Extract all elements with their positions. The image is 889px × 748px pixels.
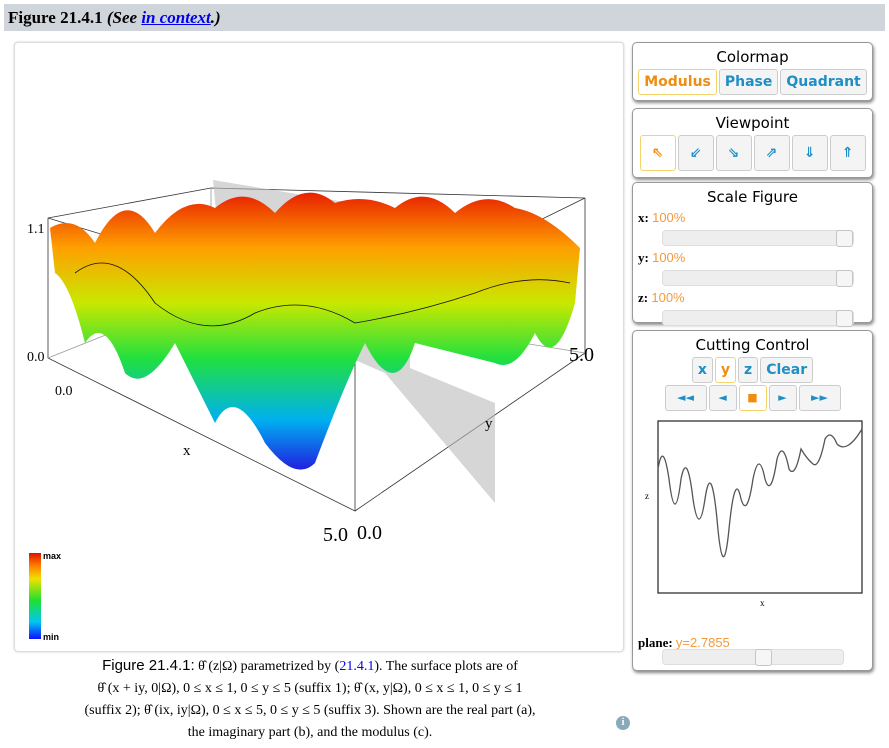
cut-last-button[interactable]: ►► bbox=[798, 385, 841, 411]
y-start-label: 0.0 bbox=[357, 522, 382, 544]
viewpoint-panel: Viewpoint ⇖ ⇙ ⇘ ⇗ ⇓ ⇑ bbox=[632, 108, 873, 178]
caption-text: ). The surface plots are of bbox=[374, 659, 518, 674]
colormap-quadrant-button[interactable]: Quadrant bbox=[780, 69, 867, 95]
view-se-button[interactable]: ⇘ bbox=[715, 135, 752, 171]
cut-plot-frame bbox=[657, 420, 863, 594]
view-sw-button[interactable]: ⇙ bbox=[677, 135, 714, 171]
caption-line-2: θ̂ (x + iy, 0|Ω), 0 ≤ x ≤ 1, 0 ≤ y ≤ 5 (… bbox=[97, 681, 523, 696]
colorbar bbox=[29, 553, 41, 639]
cut-xlabel: x bbox=[760, 598, 765, 608]
cut-stop-button[interactable]: ■ bbox=[738, 385, 767, 411]
viewpoint-title: Viewpoint bbox=[715, 114, 790, 132]
colormap-title: Colormap bbox=[716, 48, 789, 66]
scale-x-slider[interactable] bbox=[662, 230, 854, 247]
plane-slider[interactable] bbox=[662, 649, 844, 666]
colormap-phase-button[interactable]: Phase bbox=[718, 69, 779, 95]
in-context-link[interactable]: in context bbox=[141, 8, 211, 27]
see-text: (See bbox=[106, 8, 142, 27]
equation-link[interactable]: 21.4.1 bbox=[339, 659, 375, 674]
cut-first-button[interactable]: ◄◄ bbox=[664, 385, 707, 411]
colormap-modulus-button[interactable]: Modulus bbox=[638, 69, 717, 95]
cut-ylabel: z bbox=[645, 491, 649, 501]
slider-thumb[interactable] bbox=[836, 310, 853, 327]
cutting-title: Cutting Control bbox=[695, 336, 810, 354]
cut-x-button[interactable]: x bbox=[691, 357, 713, 383]
x-start-label: 0.0 bbox=[55, 384, 73, 399]
view-nw-button[interactable]: ⇖ bbox=[639, 135, 676, 171]
cut-plot: z x bbox=[645, 420, 863, 608]
colormap-panel: Colormap Modulus Phase Quadrant bbox=[632, 42, 873, 101]
cut-next-button[interactable]: ► bbox=[768, 385, 797, 411]
scale-z-label: z: 100% bbox=[638, 290, 685, 305]
caption-line-4: the imaginary part (b), and the modulus … bbox=[187, 725, 433, 740]
figure-caption: Figure 21.4.1: θ̂ (z|Ω) parametrized by … bbox=[40, 655, 580, 744]
colorbar-max: max bbox=[43, 551, 61, 561]
caption-line-3: (suffix 2); θ̂ (ix, iy|Ω), 0 ≤ x ≤ 5, 0 … bbox=[84, 703, 536, 718]
plane-label: plane: y=2.7855 bbox=[638, 635, 730, 650]
scale-panel: Scale Figure x: 100% y: 100% z: 100% bbox=[632, 182, 873, 327]
surface bbox=[50, 192, 580, 470]
x-axis-label: x bbox=[183, 443, 191, 459]
y-axis-label: y bbox=[485, 416, 493, 432]
caption-text: θ̂ (z|Ω) parametrized by ( bbox=[194, 659, 340, 674]
slider-thumb[interactable] bbox=[836, 230, 853, 247]
scale-title: Scale Figure bbox=[707, 188, 798, 206]
caption-fig-label: Figure 21.4.1: bbox=[102, 657, 195, 674]
cut-prev-button[interactable]: ◄ bbox=[708, 385, 737, 411]
colorbar-min: min bbox=[43, 632, 59, 642]
figure-header: Figure 21.4.1 (See in context.) bbox=[4, 4, 885, 31]
cut-z-button[interactable]: z bbox=[738, 357, 759, 383]
scale-y-label: y: 100% bbox=[638, 250, 686, 265]
cut-curve bbox=[657, 428, 863, 558]
view-up-button[interactable]: ⇑ bbox=[829, 135, 866, 171]
scale-x-label: x: 100% bbox=[638, 210, 686, 225]
slider-thumb[interactable] bbox=[836, 270, 853, 287]
slider-thumb[interactable] bbox=[754, 649, 772, 666]
figure-title: Figure 21.4.1 bbox=[8, 8, 103, 27]
scale-y-slider[interactable] bbox=[662, 270, 854, 287]
cut-y-button[interactable]: y bbox=[714, 357, 737, 383]
z-max-label: 1.1 bbox=[27, 222, 45, 237]
y-end-label: 5.0 bbox=[569, 344, 594, 366]
cutting-panel: Cutting Control x y z Clear ◄◄ ◄ ■ ► ►► … bbox=[632, 330, 873, 671]
see-end: .) bbox=[210, 8, 221, 27]
scale-z-slider[interactable] bbox=[662, 310, 854, 327]
x-end-label: 5.0 bbox=[323, 524, 348, 546]
cut-clear-button[interactable]: Clear bbox=[760, 357, 814, 383]
surface-plot[interactable]: 1.1 0.0 0.0 x 5.0 0.0 y 5.0 max min bbox=[14, 42, 624, 652]
info-icon[interactable]: i bbox=[616, 716, 630, 730]
surface-svg[interactable]: 1.1 0.0 0.0 x 5.0 0.0 y 5.0 max min bbox=[15, 43, 623, 651]
view-ne-button[interactable]: ⇗ bbox=[753, 135, 790, 171]
cut-curve-3d bbox=[74, 262, 571, 327]
view-down-button[interactable]: ⇓ bbox=[791, 135, 828, 171]
z-min-label: 0.0 bbox=[27, 350, 45, 365]
